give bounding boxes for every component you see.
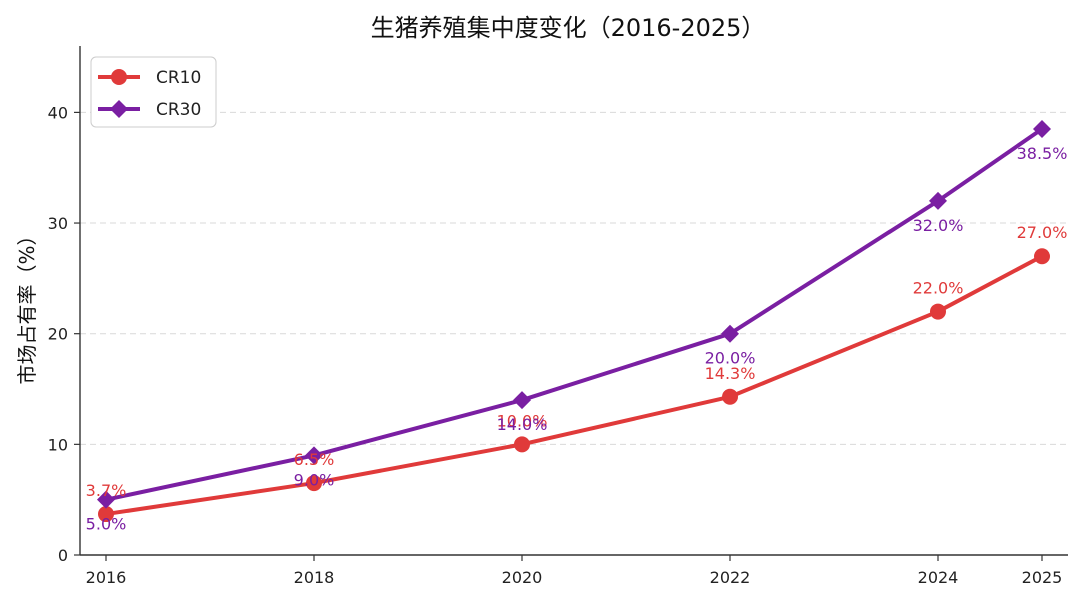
axes: 0 10 20 30 40 2016 2018 2020 2022 2024 2025: [48, 46, 1068, 587]
data-point: [97, 490, 115, 509]
data-label: 38.5%: [1017, 144, 1068, 163]
legend-label: CR10: [156, 68, 201, 88]
data-point: [305, 446, 323, 465]
data-label: 27.0%: [1017, 223, 1068, 242]
data-point: [306, 475, 322, 492]
y-tick-label: 30: [48, 214, 68, 233]
data-label: 22.0%: [913, 279, 964, 298]
data-label: 32.0%: [913, 216, 964, 235]
data-label: 3.7%: [86, 481, 127, 500]
data-point: [929, 191, 947, 210]
data-point: [1033, 119, 1051, 138]
x-tick-label: 2018: [294, 568, 335, 587]
series-cr30: [97, 119, 1051, 509]
legend-marker: [111, 69, 127, 85]
y-tick-label: 20: [48, 325, 68, 344]
chart-title: 生猪养殖集中度变化（2016-2025）: [371, 14, 766, 42]
data-label: 20.0%: [705, 349, 756, 368]
x-tick-label: 2024: [918, 568, 959, 587]
data-label: 6.5%: [294, 450, 335, 469]
y-tick-label: 0: [58, 546, 68, 565]
legend-label: CR30: [156, 100, 201, 120]
data-point: [930, 303, 946, 320]
data-point: [722, 388, 738, 405]
data-point: [513, 391, 531, 410]
x-tick-label: 2016: [86, 568, 127, 587]
legend-item-cr30: CR30: [98, 100, 201, 120]
data-label: 14.0%: [497, 415, 548, 434]
data-point: [514, 436, 530, 453]
legend: CR10 CR30: [90, 56, 217, 128]
data-label: 14.3%: [705, 364, 756, 383]
y-tick-label: 10: [48, 435, 68, 454]
x-tick-label: 2020: [502, 568, 543, 587]
legend-item-cr10: CR10: [98, 68, 201, 88]
legend-marker: [110, 100, 128, 118]
y-tick-label: 40: [48, 103, 68, 122]
y-axis-label: 市场占有率（%）: [15, 225, 39, 384]
x-tick-label: 2025: [1022, 568, 1063, 587]
data-point: [721, 324, 739, 343]
data-point: [98, 506, 114, 523]
data-labels: 3.7% 6.5% 10.0% 14.3% 22.0% 27.0% 5.0% 9.0% 14.0…: [86, 144, 1068, 534]
data-point: [1034, 248, 1050, 265]
x-tick-label: 2022: [710, 568, 751, 587]
series-layer: [97, 119, 1051, 523]
data-label: 5.0%: [86, 515, 127, 534]
series-line: [104, 126, 1044, 502]
series-cr10: [98, 248, 1050, 523]
data-label: 9.0%: [294, 470, 335, 489]
series-line: [104, 254, 1044, 517]
grid-lines: [80, 111, 1068, 445]
data-label: 10.0%: [497, 411, 548, 430]
